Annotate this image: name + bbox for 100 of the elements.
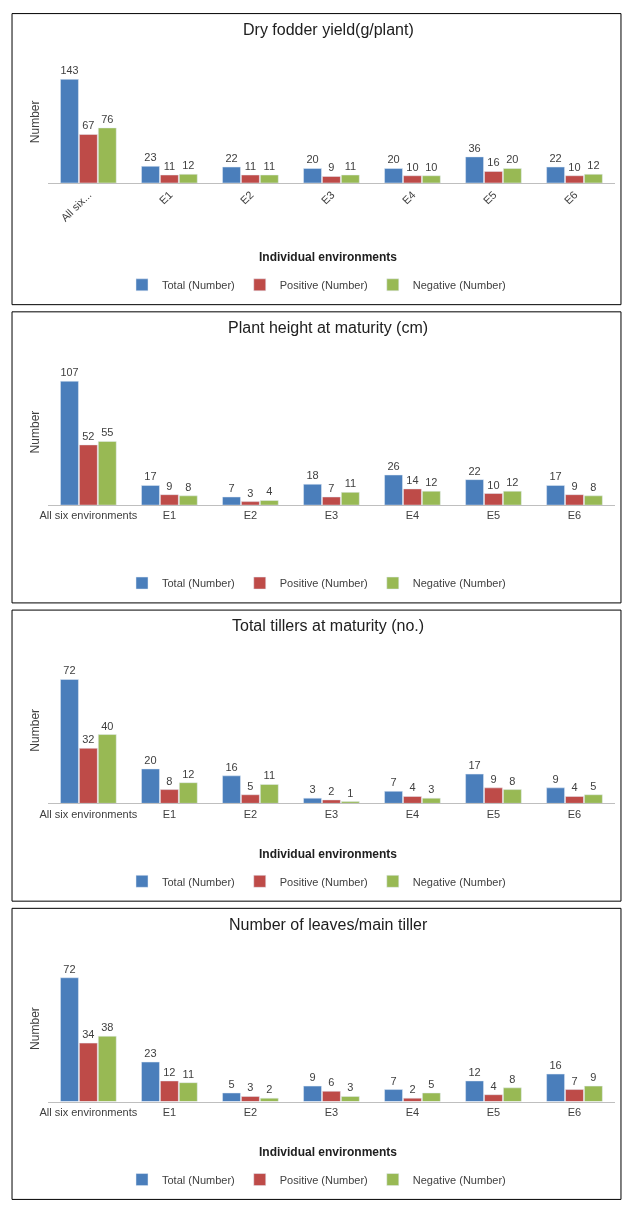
data-label: 7	[228, 481, 235, 494]
data-label: 38	[101, 1021, 114, 1034]
data-label: 11	[163, 160, 176, 173]
legend-label: Negative (Number)	[412, 1173, 506, 1186]
data-label: 72	[63, 664, 76, 677]
data-label: 10	[425, 160, 438, 173]
data-label: 8	[590, 480, 597, 493]
x-axis-title: Individual environments	[259, 847, 398, 861]
x-tick-label: E5	[486, 1105, 501, 1118]
chart-title: Number of leaves/main tiller	[229, 916, 428, 933]
data-label: 12	[425, 476, 438, 489]
data-label: 20	[387, 153, 400, 166]
data-label: 14	[406, 473, 419, 486]
x-tick-label: E3	[324, 509, 339, 522]
x-tick-label: E1	[162, 509, 177, 522]
data-label: 3	[247, 486, 254, 499]
data-label: 18	[306, 469, 319, 482]
data-label: 9	[490, 772, 497, 785]
x-axis-title: Individual environments	[259, 1145, 398, 1159]
y-axis-title: Number	[28, 708, 43, 752]
legend-label: Total (Number)	[162, 1173, 235, 1186]
x-tick-label: E3	[318, 188, 337, 207]
x-tick-label: E1	[156, 188, 175, 207]
data-label: 12	[163, 1065, 176, 1078]
chart-title: Dry fodder yield(g/plant)	[243, 21, 414, 38]
data-label: 9	[328, 161, 335, 174]
data-label: 2	[266, 1083, 273, 1096]
data-label: 8	[509, 1072, 516, 1085]
data-label: 11	[344, 160, 357, 173]
data-label: 3	[247, 1081, 254, 1094]
x-tick-label: All six environments	[39, 509, 138, 522]
legend-label: Negative (Number)	[412, 875, 506, 888]
x-axis-title: Individual environments	[259, 250, 398, 264]
legend-label: Negative (Number)	[412, 577, 506, 590]
data-label: 16	[549, 1059, 562, 1072]
data-label: 7	[390, 1074, 397, 1087]
data-label: 12	[587, 159, 600, 172]
x-tick-label: E4	[399, 188, 418, 207]
data-label: 4	[409, 781, 416, 794]
x-tick-label: All six environments	[39, 1105, 138, 1118]
data-label: 11	[244, 160, 257, 173]
data-label: 55	[101, 426, 114, 439]
data-label: 4	[571, 781, 578, 794]
data-label: 34	[82, 1028, 95, 1041]
data-label: 12	[182, 159, 195, 172]
x-tick-label: E6	[561, 188, 580, 207]
x-tick-label: All six...	[58, 188, 94, 224]
x-tick-label: E4	[405, 807, 420, 820]
data-label: 9	[571, 479, 578, 492]
x-tick-label: E5	[480, 188, 499, 207]
data-label: 17	[549, 470, 562, 483]
data-label: 67	[82, 119, 95, 132]
data-label: 11	[263, 769, 276, 782]
data-label: 72	[63, 962, 76, 975]
legend-label: Positive (Number)	[279, 279, 368, 292]
legend-label: Total (Number)	[162, 875, 235, 888]
x-tick-label: E4	[405, 1105, 420, 1118]
data-label: 5	[247, 779, 254, 792]
data-label: 9	[309, 1071, 316, 1084]
data-label: 8	[509, 774, 516, 787]
x-tick-label: E2	[237, 188, 256, 207]
data-label: 107	[60, 366, 79, 379]
legend-label: Positive (Number)	[279, 1173, 368, 1186]
x-tick-label: E1	[162, 1105, 177, 1118]
data-label: 20	[506, 153, 519, 166]
data-label: 40	[101, 719, 114, 732]
data-label: 76	[101, 112, 114, 125]
data-label: 17	[144, 470, 157, 483]
x-tick-label: E2	[243, 1105, 258, 1118]
data-label: 16	[225, 760, 238, 773]
x-tick-label: E4	[405, 509, 420, 522]
data-label: 4	[490, 1079, 497, 1092]
x-tick-label: E5	[486, 509, 501, 522]
legend-label: Positive (Number)	[279, 577, 368, 590]
data-label: 20	[306, 153, 319, 166]
data-label: 9	[590, 1071, 597, 1084]
x-tick-label: E3	[324, 807, 339, 820]
legend-label: Total (Number)	[162, 577, 235, 590]
data-label: 8	[166, 774, 173, 787]
data-label: 22	[549, 152, 562, 165]
y-axis-title: Number	[28, 410, 43, 454]
x-tick-label: E2	[243, 509, 258, 522]
x-tick-label: E6	[567, 509, 582, 522]
legend-label: Total (Number)	[162, 279, 235, 292]
data-label: 9	[166, 479, 173, 492]
data-label: 10	[487, 478, 500, 491]
legend-label: Positive (Number)	[279, 875, 368, 888]
data-label: 10	[568, 160, 581, 173]
x-tick-label: E1	[162, 807, 177, 820]
chart-title: Plant height at maturity (cm)	[228, 319, 429, 336]
data-label: 4	[266, 485, 273, 498]
data-label: 9	[552, 772, 559, 785]
data-label: 17	[468, 759, 481, 772]
data-label: 7	[328, 481, 335, 494]
data-label: 52	[82, 429, 95, 442]
data-label: 11	[344, 477, 357, 490]
data-label: 36	[468, 141, 481, 154]
data-label: 12	[468, 1065, 481, 1078]
data-label: 5	[228, 1077, 235, 1090]
y-axis-title: Number	[28, 100, 43, 144]
